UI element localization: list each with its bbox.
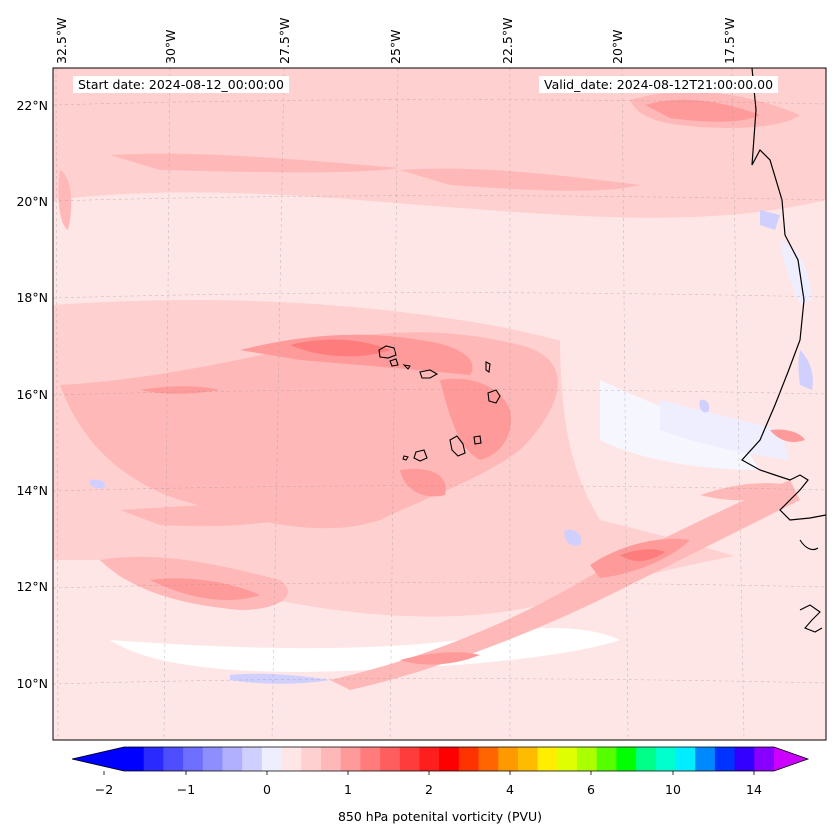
colorbar-swatch: [537, 747, 558, 771]
colorbar-swatch: [439, 747, 460, 771]
colorbar-swatch: [419, 747, 440, 771]
colorbar-swatch: [596, 747, 617, 771]
colorbar-title: 850 hPa potenital vorticity (PVU): [337, 809, 543, 824]
colorbar-swatch: [557, 747, 578, 771]
colorbar-swatch: [478, 747, 499, 771]
colorbar-swatch: [498, 747, 519, 771]
lat-label-14n: 14°N: [16, 483, 48, 498]
colorbar-tick-label: 0: [263, 782, 271, 797]
colorbar-swatch: [734, 747, 755, 771]
map-field: [53, 68, 826, 740]
colorbar-swatch: [714, 747, 736, 771]
lon-label-27-5w: 27.5°W: [277, 17, 292, 64]
colorbar-swatch: [163, 747, 184, 771]
colorbar-tick-label: −1: [176, 782, 196, 797]
lat-label-20n: 20°N: [16, 194, 48, 209]
lon-label-22-5w: 22.5°W: [500, 17, 515, 64]
colorbar-swatch: [242, 747, 263, 771]
lon-label-30w: 30°W: [163, 29, 178, 64]
colorbar-swatch: [675, 747, 696, 771]
colorbar-swatch: [340, 747, 361, 771]
colorbar-swatch: [577, 747, 598, 771]
colorbar-swatch: [301, 747, 322, 771]
colorbar-under-arrow: [72, 747, 124, 771]
lon-label-25w: 25°W: [388, 29, 403, 64]
colorbar-swatch: [695, 747, 716, 771]
colorbar: [71, 746, 810, 775]
colorbar-swatch: [222, 747, 243, 771]
lon-label-17-5w: 17.5°W: [722, 17, 737, 64]
colorbar-swatch: [124, 747, 145, 771]
colorbar-swatch: [399, 747, 420, 771]
lon-label-32-5w: 32.5°W: [54, 17, 69, 64]
colorbar-swatch: [261, 747, 283, 771]
colorbar-tick-label: 4: [506, 782, 514, 797]
colorbar-swatch: [636, 747, 657, 771]
colorbar-swatch: [517, 747, 539, 771]
colorbar-swatch: [458, 747, 480, 771]
colorbar-tick-label: 6: [587, 782, 595, 797]
colorbar-swatch: [320, 747, 342, 771]
lat-label-16n: 16°N: [16, 387, 48, 402]
colorbar-tick-label: 2: [425, 782, 433, 797]
colorbar-swatch: [616, 747, 637, 771]
colorbar-swatch: [202, 747, 223, 771]
lat-label-18n: 18°N: [16, 290, 48, 305]
colorbar-swatch: [143, 747, 164, 771]
colorbar-outline: [71, 746, 810, 772]
lat-label-10n: 10°N: [16, 676, 48, 691]
lat-label-12n: 12°N: [16, 579, 48, 594]
lon-label-20w: 20°W: [610, 29, 625, 64]
colorbar-over-arrow: [774, 747, 808, 771]
colorbar-tick-label: 14: [746, 782, 762, 797]
colorbar-swatch: [281, 747, 302, 771]
colorbar-swatch: [380, 747, 401, 771]
colorbar-swatch: [655, 747, 677, 771]
colorbar-swatch: [360, 747, 381, 771]
colorbar-tick-label: −2: [94, 782, 114, 797]
valid-date-label: Valid_date: 2024-08-12T21:00:00.00: [539, 76, 779, 93]
start-date-label: Start date: 2024-08-12_00:00:00: [73, 76, 289, 93]
colorbar-tick-label: 1: [344, 782, 352, 797]
colorbar-swatch: [754, 747, 775, 771]
lat-label-22n: 22°N: [16, 98, 48, 113]
colorbar-tick-label: 10: [665, 782, 681, 797]
colorbar-swatch: [183, 747, 204, 771]
